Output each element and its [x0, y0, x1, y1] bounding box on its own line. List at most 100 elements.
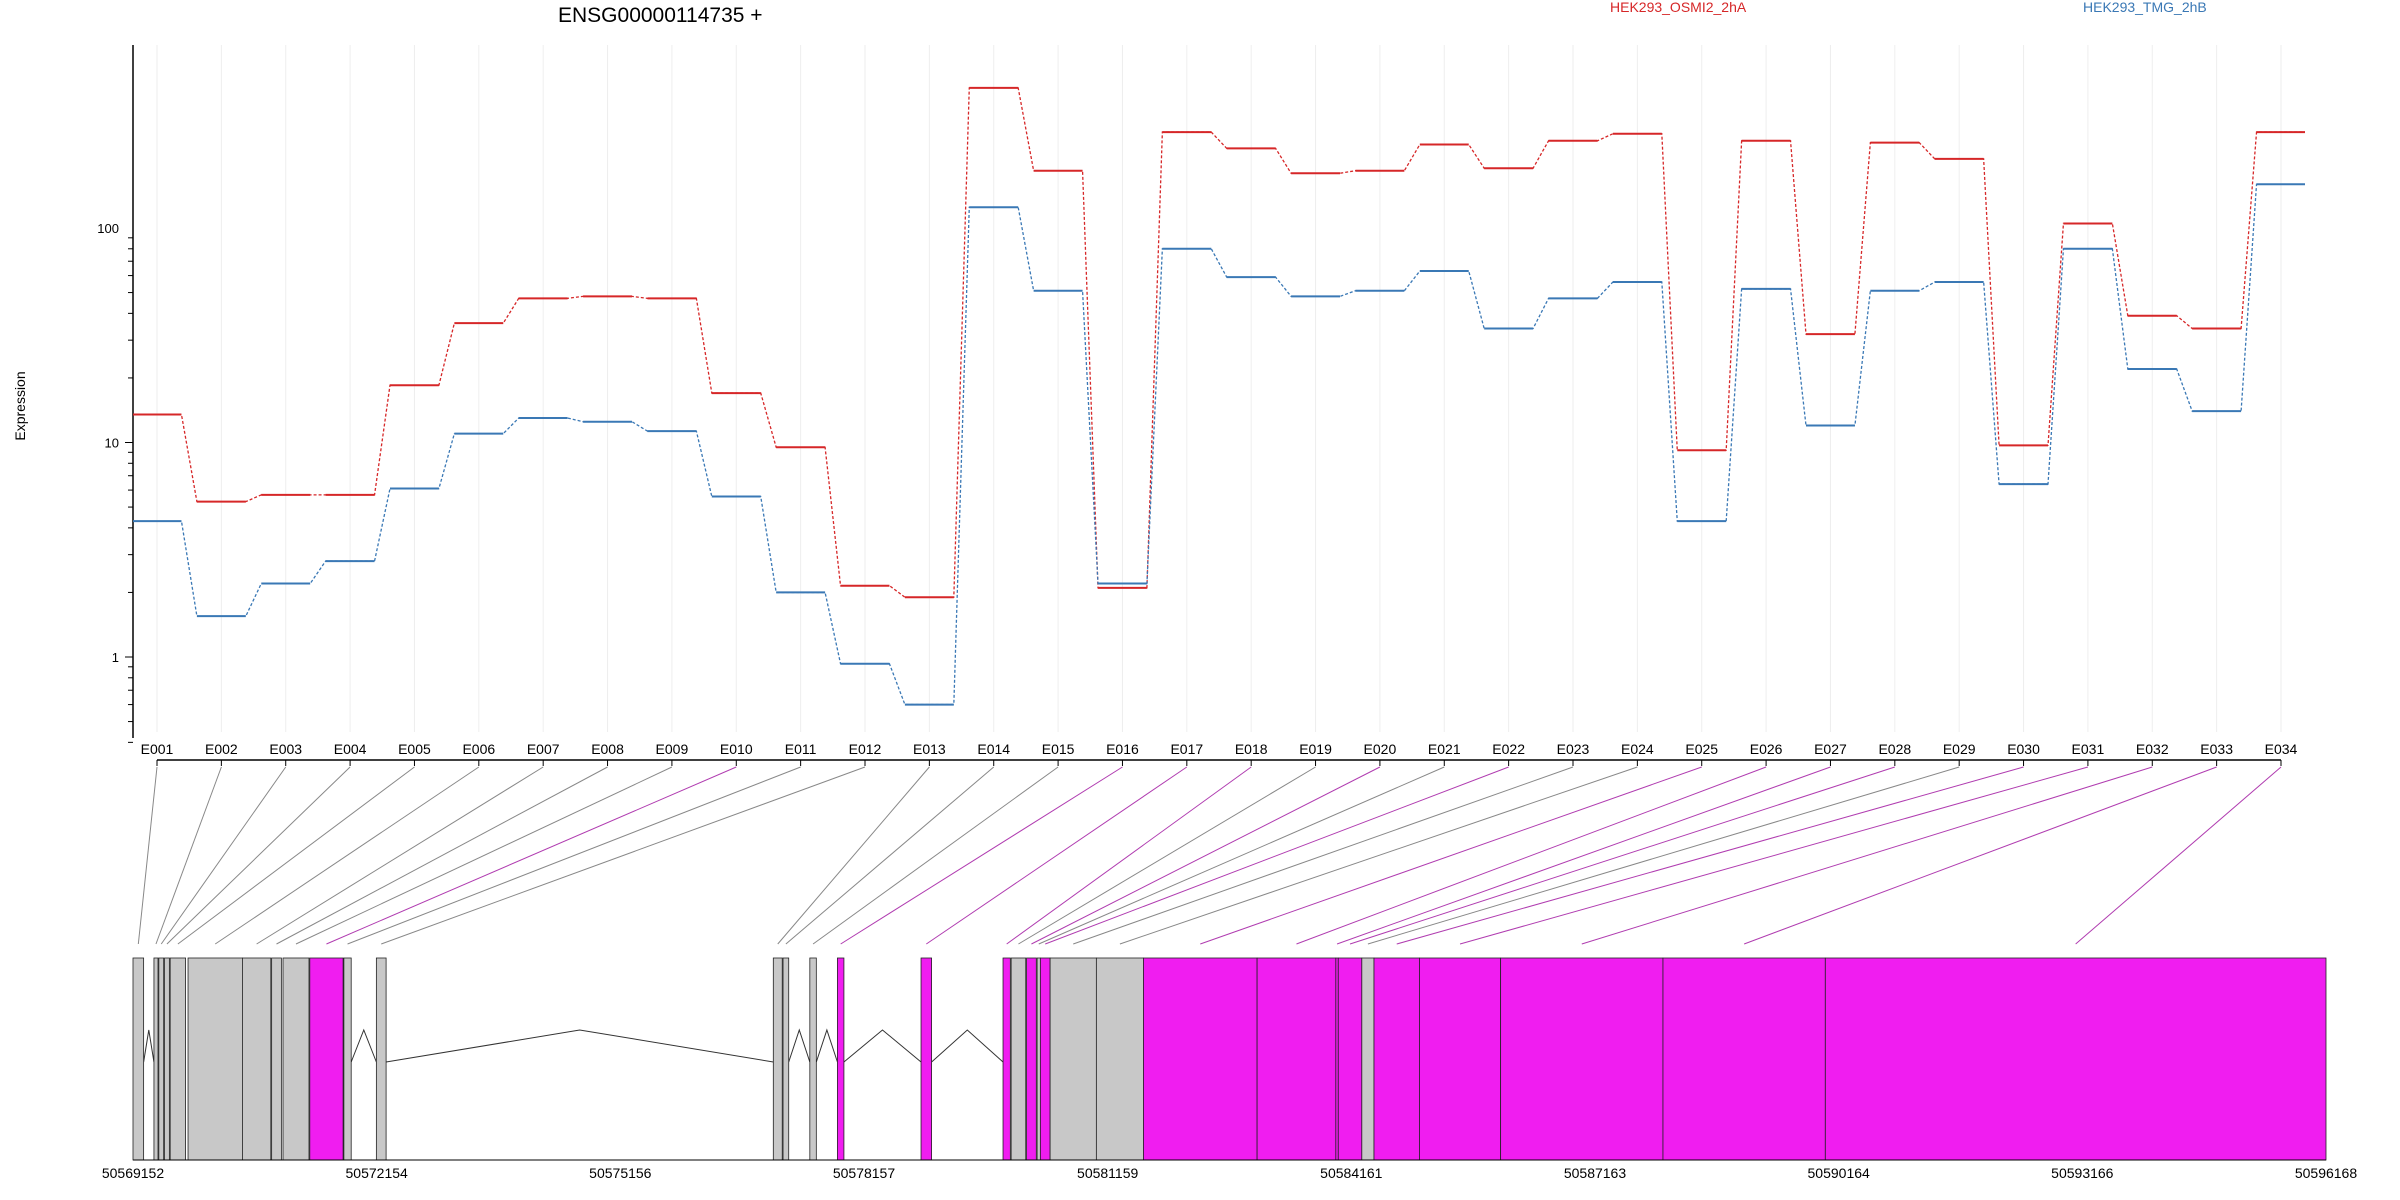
exon-connector — [1018, 766, 1316, 945]
x-tick-label: E031 — [2072, 741, 2105, 757]
series-line — [133, 183, 2305, 706]
series-a — [133, 86, 2305, 599]
coord-tick-label: 50578157 — [833, 1165, 896, 1181]
exon-connector — [295, 766, 673, 945]
x-tick-label: E025 — [1685, 741, 1718, 757]
exon-box — [1500, 957, 1664, 1161]
x-tick-label: E027 — [1814, 741, 1847, 757]
exon-box — [1143, 957, 1258, 1161]
exon-connector — [1459, 766, 2089, 945]
x-tick-label: E032 — [2136, 741, 2169, 757]
x-tick-label: E013 — [913, 741, 946, 757]
exon-connector — [777, 766, 930, 945]
y-tick-label: 1 — [112, 650, 119, 665]
x-tick-label: E017 — [1170, 741, 1203, 757]
exon-box — [1824, 957, 2327, 1161]
exon-box — [920, 957, 932, 1161]
x-tick-label: E009 — [656, 741, 689, 757]
exon-box — [772, 957, 783, 1161]
exon-connector — [160, 766, 287, 945]
intron-line — [815, 1028, 838, 1063]
exon-connector — [840, 766, 1123, 945]
exon-box — [158, 957, 165, 1161]
exon-connector — [256, 766, 544, 945]
legend-label-series-b: HEK293_TMG_2hB — [2083, 0, 2207, 15]
exon-box — [1036, 957, 1041, 1161]
y-axis: 1 10 100 — [97, 45, 134, 743]
x-tick-label: E029 — [1943, 741, 1976, 757]
exon-box — [164, 957, 170, 1161]
exon-box — [1039, 957, 1051, 1161]
exon-box — [187, 957, 243, 1161]
gene-model-track — [132, 957, 2327, 1161]
exon-connector — [381, 766, 866, 945]
exon-connector-lines — [137, 766, 2282, 945]
exon-connector — [1045, 766, 1509, 945]
exon-box — [1002, 957, 1011, 1161]
coord-tick-label: 50590164 — [1808, 1165, 1871, 1181]
exon-connector — [812, 766, 1059, 945]
exon-connector — [1581, 766, 2153, 945]
x-tick-label: E004 — [334, 741, 367, 757]
exon-connector — [1336, 766, 1831, 945]
exon-connector — [926, 766, 1188, 945]
exon-connector — [155, 766, 222, 945]
intron-line — [143, 1029, 155, 1063]
exon-box — [1026, 957, 1037, 1161]
coord-tick-label: 50569152 — [102, 1165, 165, 1181]
exon-connector — [326, 766, 737, 945]
exon-box — [169, 957, 187, 1161]
y-tick-label: 10 — [105, 436, 119, 451]
legend-label-series-a: HEK293_OSMI2_2hA — [1610, 0, 1747, 15]
exon-connector — [1396, 766, 2024, 945]
genomic-coordinate-axis: 50569152 50572154 50575156 50578157 50581159… — [102, 1159, 2358, 1181]
x-tick-label: E005 — [398, 741, 431, 757]
x-tick-label: E023 — [1557, 741, 1590, 757]
x-tick-label: E003 — [269, 741, 302, 757]
series-line — [133, 87, 2305, 598]
x-tick-label: E011 — [785, 741, 817, 757]
x-tick-label: E033 — [2200, 741, 2233, 757]
exon-connector — [347, 766, 801, 945]
exon-connector — [177, 766, 415, 945]
exon-box — [1010, 957, 1027, 1161]
chart-title: ENSG00000114735 + — [558, 4, 763, 27]
coord-tick-label: 50596168 — [2295, 1165, 2358, 1181]
exon-box — [271, 957, 282, 1161]
y-tick-label: 100 — [97, 221, 119, 236]
exon-box — [782, 957, 790, 1161]
x-tick-label: E006 — [462, 741, 495, 757]
exon-box — [1361, 957, 1375, 1161]
x-tick-label: E014 — [977, 741, 1010, 757]
x-tick-label: E020 — [1364, 741, 1397, 757]
x-tick-label: E007 — [527, 741, 560, 757]
series-b — [133, 183, 2305, 706]
coord-tick-label: 50575156 — [589, 1165, 652, 1181]
exon-connector — [1073, 766, 1574, 945]
exon-connector — [276, 766, 608, 945]
exon-connector — [1038, 766, 1445, 945]
coord-tick-label: 50581159 — [1077, 1165, 1138, 1181]
exon-connector — [1119, 766, 1638, 945]
exon-connector — [1349, 766, 1895, 945]
x-tick-label: E019 — [1299, 741, 1332, 757]
exon-box — [837, 957, 845, 1161]
x-tick-label: E010 — [720, 741, 753, 757]
x-tick-label: E026 — [1750, 741, 1783, 757]
x-tick-label: E008 — [591, 741, 624, 757]
exon-box — [375, 957, 387, 1161]
intron-line — [350, 1028, 377, 1063]
exon-box — [1337, 957, 1363, 1161]
exon-connector — [1031, 766, 1381, 945]
exon-connector — [1367, 766, 1960, 945]
intron-line — [788, 1028, 811, 1063]
exon-box — [1662, 957, 1826, 1161]
coord-tick-label: 50584161 — [1320, 1165, 1383, 1181]
y-axis-label: Expression — [12, 371, 28, 440]
exon-box — [1049, 957, 1097, 1161]
x-tick-label: E018 — [1235, 741, 1268, 757]
exon-box — [1095, 957, 1144, 1161]
coord-tick-label: 50593166 — [2051, 1165, 2114, 1181]
coord-tick-label: 50572154 — [346, 1165, 409, 1181]
